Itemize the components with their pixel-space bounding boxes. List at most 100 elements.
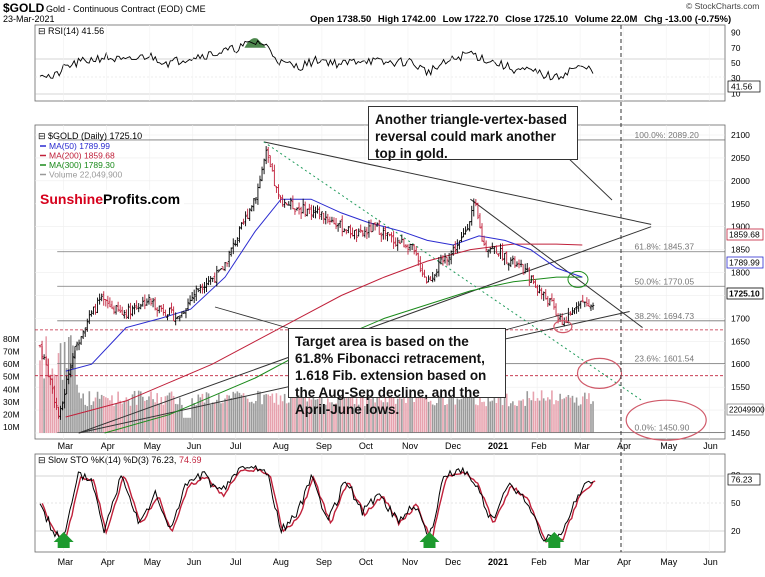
ohlc-readout: Open 1738.50 High 1742.00 Low 1722.70 Cl…	[310, 14, 731, 25]
x-tick-label: Mar	[574, 441, 590, 451]
volume-tick-label: 70M	[3, 347, 20, 357]
legend-entry: MA(50) 1789.99	[49, 141, 110, 151]
chart-date: 23-Mar-2021	[3, 14, 55, 24]
price-tick-label: 1700	[731, 313, 750, 323]
volume-badge-text: 22049900	[729, 406, 765, 415]
rsi-value-badge	[727, 80, 761, 93]
close-badge	[726, 287, 764, 300]
resistance-line	[263, 141, 652, 225]
price-tick-label: 2050	[731, 153, 750, 163]
x-tick-label: Jul	[230, 557, 242, 567]
close-badge-text: 1725.10	[729, 289, 760, 299]
target-ellipses	[553, 270, 707, 441]
ma50-badge-text: 1789.99	[729, 258, 760, 268]
x-tick-label: Dec	[445, 441, 462, 451]
volume-tick-label: 80M	[3, 334, 20, 344]
x-tick-label: Jun	[187, 557, 202, 567]
x-tick-label: Apr	[101, 557, 115, 567]
low-ellipse	[553, 320, 573, 334]
ticker: $GOLD	[3, 1, 45, 15]
callout-top-pointer	[564, 154, 613, 201]
fib-label: 0.0%: 1450.90	[635, 423, 690, 433]
volume-tick-label: 40M	[3, 384, 20, 394]
price-tick-label: 1550	[731, 382, 750, 392]
sto-tick-label: 20	[731, 526, 741, 536]
fib-label: 38.2%: 1694.73	[635, 311, 695, 321]
sto-d-line	[41, 467, 596, 543]
volume-tick-label: 60M	[3, 359, 20, 369]
target-ellipse	[576, 357, 623, 389]
buy-arrow-icon	[419, 532, 440, 548]
sto-panel: ⊟ Slow STO %K(14) %D(3) 76.23, 74.69 805…	[34, 453, 761, 553]
price-tick-label: 1950	[731, 199, 750, 209]
x-tick-label: Nov	[402, 441, 419, 451]
price-tick-label: 1450	[731, 428, 750, 438]
ma200-badge	[726, 228, 764, 241]
ma-cross-ellipse	[567, 270, 589, 288]
legend-entry: Volume 22,049,900	[49, 170, 123, 180]
ma50-line	[65, 198, 583, 372]
buy-arrow-icon	[544, 532, 565, 548]
legend-entry: MA(200) 1859.68	[49, 151, 115, 161]
price-tick-label: 2100	[731, 130, 750, 140]
x-tick-label: May	[660, 441, 678, 451]
rsi-tick-label: 90	[731, 28, 741, 38]
annotation-target-area: Target area is based on the 61.8% Fibona…	[288, 328, 506, 417]
rsi-axis: 90 70 50 30 10	[731, 28, 741, 99]
sto-tick-label: 50	[731, 498, 741, 508]
fib-label: 100.0%: 2089.20	[635, 130, 700, 140]
volume-tick-label: 50M	[3, 372, 20, 382]
annotation-triangle-reversal: Another triangle-vertex-based reversal c…	[368, 106, 578, 161]
x-tick-label: Dec	[445, 557, 462, 567]
brand-logo: SunshineProfits.com	[36, 190, 185, 208]
ma200-line	[65, 243, 583, 418]
legend-entry: MA(300) 1789.30	[49, 160, 115, 170]
x-tick-label: May	[660, 557, 678, 567]
x-axis-top: Mar Apr May Jun Jul Aug Sep Oct Nov Dec 2021 Feb Mar…	[58, 441, 718, 451]
buy-arrow-icon	[53, 532, 74, 548]
bottom-ellipse	[625, 399, 707, 441]
x-tick-label: Jun	[703, 441, 718, 451]
rsi-tick-label: 30	[731, 73, 741, 83]
x-axis-bottom: Mar Apr May Jun Jul Aug Sep Oct Nov Dec 2021 Feb Mar…	[58, 557, 718, 567]
price-bars	[38, 146, 595, 420]
x-tick-label: Oct	[359, 441, 374, 451]
x-tick-label: Nov	[402, 557, 419, 567]
rsi-overbought-fill	[244, 38, 266, 48]
price-tick-label: 1900	[731, 222, 750, 232]
x-tick-label: Mar	[58, 557, 74, 567]
buy-signal-arrows	[53, 532, 565, 548]
source-label: © StockCharts.com	[686, 1, 759, 11]
rsi-value: 41.56	[731, 82, 753, 92]
x-tick-label: Mar	[58, 441, 74, 451]
x-tick-label: 2021	[488, 441, 508, 451]
volume-tick-label: 20M	[3, 409, 20, 419]
volume-tick-label: 30M	[3, 397, 20, 407]
price-tick-label: 1600	[731, 359, 750, 369]
dotted-projection-line	[263, 141, 643, 402]
sto-label: ⊟ Slow STO %K(14) %D(3) 76.23, 74.69	[38, 455, 201, 465]
volume-tick-label: 10M	[3, 422, 20, 432]
x-tick-label: May	[144, 557, 162, 567]
rsi-tick-label: 70	[731, 43, 741, 53]
ma200-badge-text: 1859.68	[729, 230, 760, 240]
volume-badge	[726, 403, 764, 416]
sto-k-line	[39, 464, 594, 542]
rsi-line	[39, 39, 594, 81]
ma50-badge	[726, 256, 764, 269]
sto-value: 76.23	[731, 475, 753, 485]
x-tick-label: Sep	[316, 441, 332, 451]
month-gridlines	[63, 25, 710, 439]
price-legend-title: ⊟ $GOLD (Daily) 1725.10	[38, 131, 142, 141]
x-tick-label: 2021	[488, 557, 508, 567]
fib-label: 23.6%: 1601.54	[635, 354, 695, 364]
sto-value-badge	[727, 473, 761, 486]
x-tick-label: Jun	[703, 557, 718, 567]
rsi-tick-label: 10	[731, 88, 741, 98]
x-tick-label: Jun	[187, 441, 202, 451]
x-tick-label: Apr	[617, 441, 631, 451]
price-panel: 100.0%: 2089.20 61.8%: 1845.37 50.0%: 1770…	[3, 25, 765, 441]
